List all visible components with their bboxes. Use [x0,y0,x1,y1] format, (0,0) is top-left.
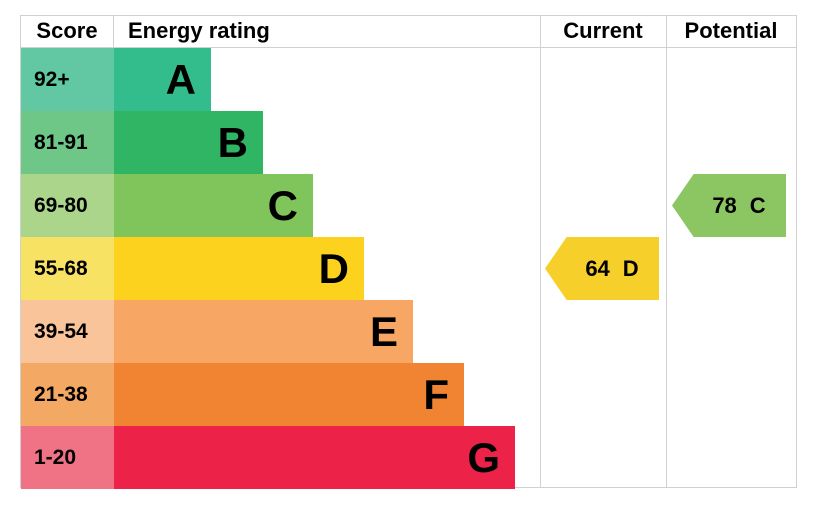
potential-column-divider [666,16,667,487]
header-score: Score [21,16,114,47]
band-row-d: 55-68 D [21,237,796,300]
rating-bands: 92+ A 81-91 B 69-80 C 55-68 D 39-54 E 21-38 F 1-20 G [21,48,796,489]
current-rating-arrow: 64 D [545,237,659,300]
epc-rating-table: Score Energy rating Current Potential 92… [20,15,797,489]
rating-bar-b: B [114,111,263,174]
current-score-value: 64 [585,255,610,281]
header-potential: Potential [684,18,778,43]
rating-bar-c: C [114,174,313,237]
current-band-letter: D [622,255,639,281]
band-row-a: 92+ A [21,48,796,111]
rating-bar-d: D [114,237,364,300]
band-row-c: 69-80 C [21,174,796,237]
score-range-label: 81-91 [21,111,114,174]
band-row-b: 81-91 B [21,111,796,174]
score-range-label: 55-68 [21,237,114,300]
rating-bar-g: G [114,426,515,489]
score-range-label: 69-80 [21,174,114,237]
score-range-label: 1-20 [21,426,114,489]
band-row-e: 39-54 E [21,300,796,363]
table-header-row: Score Energy rating Current Potential [21,16,796,48]
header-energy-rating: Energy rating [128,18,270,43]
score-range-label: 39-54 [21,300,114,363]
rating-bar-f: F [114,363,464,426]
score-range-label: 92+ [21,48,114,111]
potential-band-letter: C [749,192,766,218]
rating-bar-e: E [114,300,413,363]
rating-bar-a: A [114,48,211,111]
potential-rating-arrow: 78 C [672,174,786,237]
current-column-divider [540,16,541,487]
score-range-label: 21-38 [21,363,114,426]
potential-score-value: 78 [712,192,737,218]
header-current: Current [563,18,643,43]
band-row-g: 1-20 G [21,426,796,489]
band-row-f: 21-38 F [21,363,796,426]
